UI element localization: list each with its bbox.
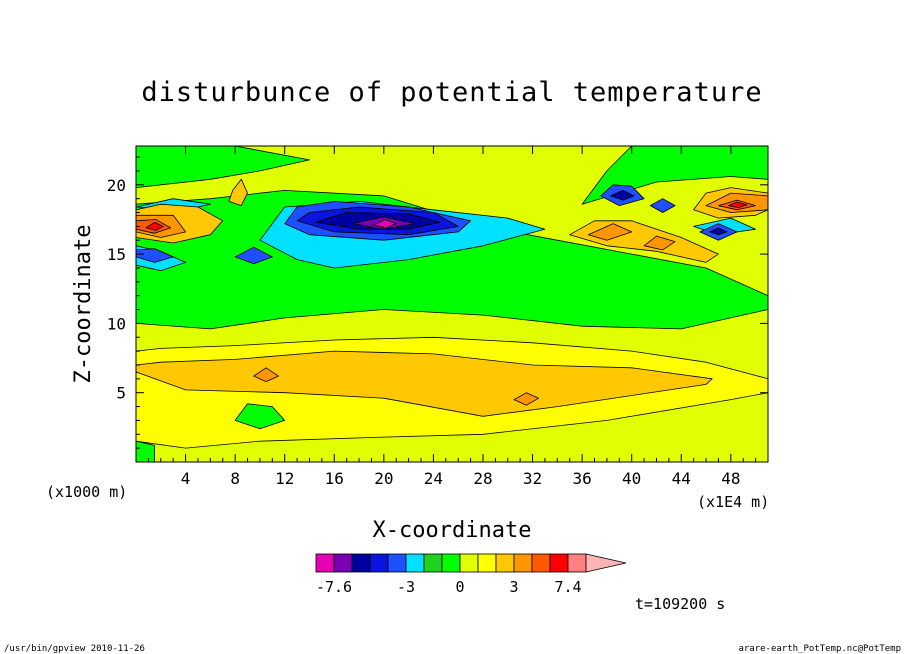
contour-fill-layer: [136, 146, 768, 462]
contour-region-31: [643, 235, 676, 251]
x-tick-label-40: 40: [622, 469, 641, 488]
x-tick-label-48: 48: [721, 469, 740, 488]
colorbar-swatch-10: [495, 553, 515, 573]
colorbar: -7.6 -3 0 3 7.4: [315, 553, 627, 596]
y-tick-label-20: 20: [107, 176, 126, 195]
colorbar-swatch-9: [477, 553, 497, 573]
x-unit-label: (x1E4 m): [697, 493, 769, 511]
colorbar-swatch-2: [351, 553, 371, 573]
contour-region-8: [136, 440, 156, 462]
colorbar-swatch-8: [459, 553, 479, 573]
y-axis-title: Z-coordinate: [71, 225, 96, 384]
contour-region-1: [136, 350, 713, 417]
colorbar-swatch-6: [423, 553, 443, 573]
colorbar-swatch-4: [387, 553, 407, 573]
x-tick-label-44: 44: [672, 469, 691, 488]
x-tick-label-36: 36: [572, 469, 591, 488]
colorbar-label-1: -3: [397, 578, 415, 596]
contour-region-35: [727, 201, 748, 209]
contour-region-19: [610, 189, 635, 201]
contour-region-28: [145, 221, 164, 231]
x-tick-label-24: 24: [424, 469, 443, 488]
y-unit-label: (x1000 m): [46, 483, 127, 501]
colorbar-label-4: 7.4: [554, 578, 581, 596]
time-label: t=109200 s: [635, 595, 725, 613]
colorbar-swatch-12: [531, 553, 551, 573]
x-axis-ticks: 4 8 12 16 20 24 28 32 36 40 44 48: [147, 146, 757, 488]
chart-title: disturbunce of potential temperature: [141, 77, 762, 108]
x-tick-label-4: 4: [181, 469, 191, 488]
contour-region-30: [587, 223, 633, 241]
x-axis-title: X-coordinate: [373, 518, 532, 543]
colorbar-swatch-0: [315, 553, 335, 573]
contour-region-3: [513, 392, 540, 406]
contour-region-23: [136, 248, 174, 263]
contour-region-24: [234, 246, 273, 265]
colorbar-swatch-13: [549, 553, 569, 573]
y-tick-label-5: 5: [116, 384, 126, 403]
x-tick-label-28: 28: [473, 469, 492, 488]
contour-region-20: [649, 198, 676, 213]
x-tick-label-16: 16: [325, 469, 344, 488]
y-axis-ticks: 5 10 15 20: [107, 156, 768, 449]
y-tick-label-10: 10: [107, 314, 126, 333]
x-tick-label-12: 12: [275, 469, 294, 488]
x-tick-label-8: 8: [230, 469, 240, 488]
footer-program: /usr/bin/gpview 2010-11-26: [4, 644, 145, 654]
colorbar-swatch-14: [567, 553, 587, 573]
colorbar-swatch-11: [513, 553, 533, 573]
colorbar-swatch-3: [369, 553, 389, 573]
colorbar-label-0: -7.6: [316, 578, 352, 596]
x-tick-label-20: 20: [374, 469, 393, 488]
contour-region-17: [373, 219, 397, 229]
contour-region-5: [136, 146, 310, 189]
contour-region-2: [253, 367, 279, 383]
colorbar-label-2: 0: [455, 578, 464, 596]
contour-region-36: [228, 178, 248, 207]
plot-frame: [135, 145, 769, 463]
footer-source: arare-earth_PotTemp.nc@PotTemp: [738, 644, 901, 654]
x-tick-label-32: 32: [523, 469, 542, 488]
colorbar-swatch-5: [405, 553, 425, 573]
colorbar-label-3: 3: [509, 578, 518, 596]
colorbar-swatch-7: [441, 553, 461, 573]
colorbar-swatch-1: [333, 553, 353, 573]
y-tick-label-15: 15: [107, 245, 126, 264]
colorbar-arrow: [585, 553, 627, 573]
contour-region-7: [234, 403, 286, 430]
contour-region-22: [709, 227, 728, 236]
